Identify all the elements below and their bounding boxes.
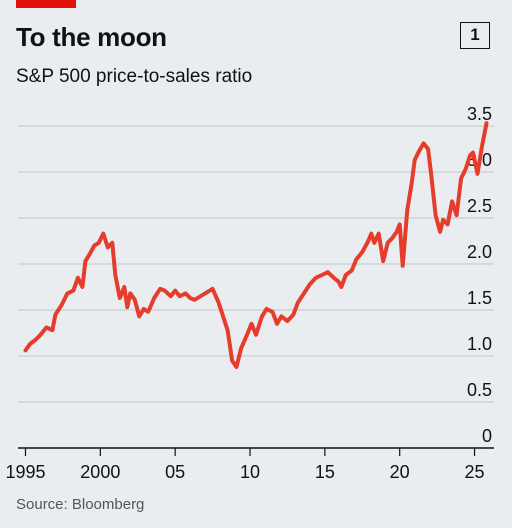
- y-tick-label: 0.5: [467, 380, 492, 400]
- series-layer: [23, 121, 489, 369]
- accent-bar: [16, 0, 76, 8]
- y-axis-ticks: 00.51.01.52.02.53.03.5: [467, 104, 492, 446]
- source-note: Source: Bloomberg: [16, 496, 145, 513]
- x-tick-label: 2000: [80, 462, 120, 482]
- y-tick-label: 2.0: [467, 242, 492, 262]
- chart-title: To the moon: [16, 22, 167, 52]
- y-tick-label: 1.0: [467, 334, 492, 354]
- series-line-0: [23, 121, 489, 369]
- y-tick-label: 0: [482, 426, 492, 446]
- grid-lines: [18, 125, 494, 449]
- x-axis-ticks: 1995 2000 05 10 15 20 25: [5, 448, 485, 482]
- chart-number-badge: 1: [460, 22, 490, 49]
- y-tick-label: 1.5: [467, 288, 492, 308]
- y-tick-label: 3.5: [467, 104, 492, 124]
- x-tick-label: 25: [465, 462, 485, 482]
- x-tick-label: 05: [165, 462, 185, 482]
- x-tick-label: 20: [390, 462, 410, 482]
- y-tick-label: 2.5: [467, 196, 492, 216]
- chart-subtitle: S&P 500 price-to-sales ratio: [16, 66, 253, 87]
- x-tick-label: 15: [315, 462, 335, 482]
- x-tick-label: 1995: [5, 462, 45, 482]
- x-tick-label: 10: [240, 462, 260, 482]
